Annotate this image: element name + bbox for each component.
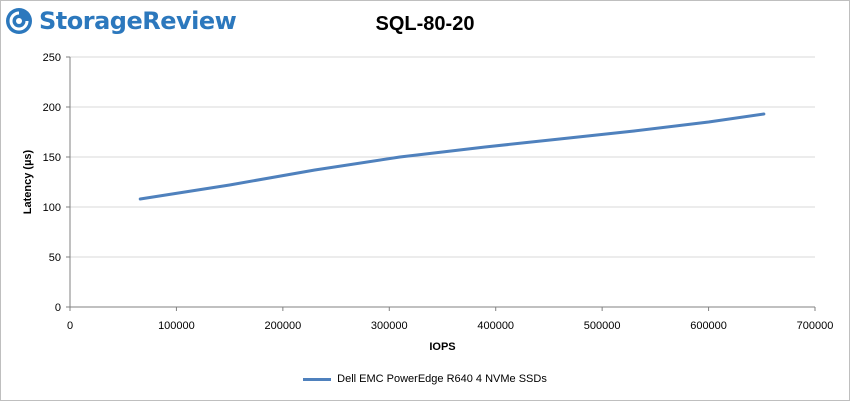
x-tick-label: 400000 — [477, 320, 514, 332]
x-tick-label: 600000 — [690, 320, 727, 332]
y-tick-label: 150 — [43, 152, 61, 164]
axes — [66, 56, 816, 311]
x-tick-label: 700000 — [797, 320, 834, 332]
gridlines — [70, 56, 815, 258]
x-tick-label: 500000 — [584, 320, 621, 332]
series-lines — [138, 112, 766, 201]
legend: Dell EMC PowerEdge R640 4 NVMe SSDs — [1, 373, 849, 385]
legend-label: Dell EMC PowerEdge R640 4 NVMe SSDs — [337, 373, 547, 385]
y-tick-label: 0 — [55, 302, 61, 314]
chart-title: SQL-80-20 — [375, 13, 475, 35]
x-tick-label: 0 — [67, 320, 73, 332]
series-line-0 — [138, 112, 766, 201]
y-tick-label: 100 — [43, 202, 61, 214]
y-tick-label: 50 — [49, 252, 61, 264]
y-tick-label: 250 — [43, 52, 61, 64]
x-tick-label: 300000 — [371, 320, 408, 332]
storagereview-logo: StorageReview — [5, 5, 237, 37]
storagereview-logo-icon — [6, 8, 32, 34]
x-tick-label: 200000 — [264, 320, 301, 332]
x-axis-title: IOPS — [429, 341, 455, 353]
x-tick-label: 100000 — [158, 320, 195, 332]
legend-swatch — [303, 377, 332, 381]
tick-labels: 0 50 100 150 200 250 0 100000 200000 300000 400000… — [43, 52, 834, 332]
y-tick-label: 200 — [43, 102, 61, 114]
logo-text: StorageReview — [39, 7, 237, 35]
y-axis-title: Latency (µs) — [22, 149, 34, 214]
